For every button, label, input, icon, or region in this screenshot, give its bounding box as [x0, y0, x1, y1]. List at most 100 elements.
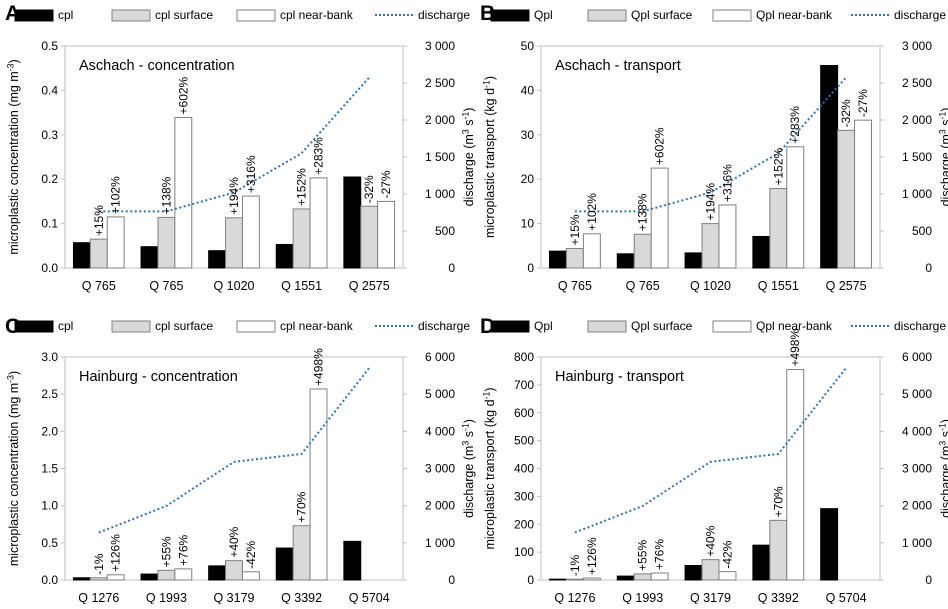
y2-tick-label: 0 — [925, 261, 932, 275]
panel-B: B Qpl Qpl surface Qpl near-bank discharge010… — [480, 2, 948, 293]
annotation-label: +55% — [159, 536, 173, 567]
x-tick-label: Q 1993 — [622, 591, 663, 604]
y-tick-label: 0 — [527, 261, 534, 275]
annotation-label: +102% — [109, 176, 123, 214]
annotation-label: +102% — [585, 193, 599, 231]
x-tick-label: Q 2575 — [826, 279, 867, 293]
annotation-label: -32% — [839, 99, 853, 127]
y2-tick-label: 5 000 — [902, 387, 932, 401]
annotation-label: +15% — [568, 214, 582, 245]
y-tick-label: 10 — [521, 217, 535, 231]
legend-label: Qpl near-bank — [756, 8, 833, 22]
annotation-label: +126% — [585, 537, 599, 575]
annotation-label: -42% — [720, 540, 734, 568]
legend-label: discharge — [418, 8, 470, 22]
y-axis-title: microplastic transport (kg d-1​) — [481, 76, 497, 238]
x-tick-label: Q 5704 — [349, 591, 390, 604]
annotation-label: +316% — [244, 155, 258, 193]
x-tick-label: Q 1276 — [78, 591, 119, 604]
bar-gray — [292, 525, 311, 581]
legend-swatch-white — [236, 320, 276, 333]
x-tick-label: Q 3392 — [281, 591, 322, 604]
annotation-label: +283% — [788, 106, 802, 144]
y2-tick-label: 2 500 — [902, 76, 932, 90]
legend-swatch-black — [14, 9, 54, 22]
bar-gray — [633, 233, 652, 269]
legend-swatch-gray — [587, 9, 627, 22]
y-tick-label: 100 — [514, 545, 534, 559]
bar-black — [684, 565, 703, 581]
legend-swatch-black — [14, 320, 54, 333]
legend-swatch-white — [712, 9, 752, 22]
y-tick-label: 0.2 — [41, 172, 58, 186]
y-axis-title: microplastic transport (kg d-1​) — [481, 387, 497, 549]
x-tick-label: Q 765 — [558, 279, 592, 293]
bar-gray — [701, 559, 720, 581]
title-box — [71, 363, 261, 391]
legend-label: Qpl — [534, 319, 553, 333]
annotation-label: -1% — [568, 554, 582, 576]
annotation-label: +498% — [788, 329, 802, 367]
y2-tick-label: 2 500 — [425, 76, 455, 90]
x-tick-label: Q 1020 — [213, 279, 254, 293]
legend-swatch-gray — [111, 9, 151, 22]
annotation-label: -42% — [244, 540, 258, 568]
y-tick-label: 0.5 — [41, 536, 58, 550]
bar-white — [718, 571, 737, 581]
bar-gray — [565, 247, 584, 269]
bar-black — [72, 242, 91, 269]
annotation-label: -27% — [379, 170, 393, 198]
annotation-label: +138% — [159, 176, 173, 214]
bar-gray — [701, 223, 720, 269]
y2-tick-label: 1 500 — [425, 150, 455, 164]
y2-tick-label: 0 — [448, 261, 455, 275]
legend-swatch-white — [712, 320, 752, 333]
annotation-label: +40% — [704, 525, 718, 556]
bar-gray — [157, 569, 176, 581]
y2-axis-title: discharge (m3​ s-1​) — [937, 419, 948, 518]
bar-gray — [157, 216, 176, 269]
annotation-label: +602% — [653, 127, 667, 165]
y2-tick-label: 3 000 — [902, 39, 932, 53]
y-axis-title: microplastic concentration (mg m-3​) — [5, 371, 21, 566]
y-tick-label: 30 — [521, 128, 535, 142]
title-box — [547, 52, 737, 80]
annotation-label: +283% — [312, 137, 326, 175]
legend-label: cpl surface — [155, 319, 213, 333]
y2-tick-label: 1 500 — [902, 150, 932, 164]
y2-tick-label: 5 000 — [425, 387, 455, 401]
y2-tick-label: 3 000 — [425, 39, 455, 53]
annotation-label: +15% — [92, 205, 106, 236]
bar-black — [820, 508, 839, 581]
x-tick-label: Q 1551 — [758, 279, 799, 293]
title-box — [547, 363, 737, 391]
y2-tick-label: 0 — [448, 573, 455, 587]
y-tick-label: 800 — [514, 350, 534, 364]
discharge-line — [574, 367, 847, 534]
legend-swatch-gray — [111, 320, 151, 333]
bar-white — [174, 116, 193, 269]
y2-axis-title: discharge (m3​ s-1​) — [460, 419, 476, 518]
legend-label: Qpl surface — [631, 319, 693, 333]
y-tick-label: 20 — [521, 172, 535, 186]
bar-gray — [837, 129, 856, 269]
annotation-label: +316% — [720, 164, 734, 202]
y-tick-label: 1.5 — [41, 462, 58, 476]
y2-tick-label: 2 000 — [425, 499, 455, 513]
legend-swatch-black — [490, 320, 530, 333]
bar-black — [616, 575, 635, 581]
bar-gray — [225, 217, 243, 269]
bar-gray — [633, 573, 652, 581]
y-tick-label: 40 — [521, 83, 535, 97]
y-tick-label: 50 — [521, 39, 535, 53]
annotation-label: +194% — [227, 177, 241, 215]
annotation-label: +76% — [176, 534, 190, 565]
annotation-label: +498% — [312, 348, 326, 386]
x-tick-label: Q 3179 — [690, 591, 731, 604]
y2-tick-label: 1 000 — [425, 536, 455, 550]
y2-tick-label: 2 000 — [902, 113, 932, 127]
bar-gray — [89, 238, 108, 269]
